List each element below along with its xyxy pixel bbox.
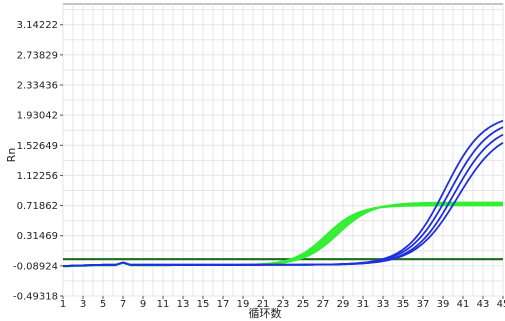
- y-tick-labels: -0.49318 -0.08924 0.31469 0.71862 1.12256 1.5…: [13, 20, 63, 303]
- x-tick-label: 19: [237, 299, 250, 310]
- x-tick-label: 3: [80, 299, 86, 310]
- y-tick-label: 0.31469: [17, 231, 58, 242]
- y-tick-label: -0.49318: [13, 292, 58, 303]
- x-tick-labels: 1 3 5 7 9 11 13 15 17 19 21 23 25 27 29 31 33 35 37 39 41 43 4…: [60, 296, 505, 310]
- x-tick-label: 7: [120, 299, 126, 310]
- x-axis-label: 循环数: [249, 307, 282, 320]
- x-tick-label: 41: [457, 299, 470, 310]
- series-group: [62, 119, 504, 268]
- x-tick-label: 33: [377, 299, 390, 310]
- x-tick-label: 45: [497, 299, 505, 310]
- y-tick-label: 0.71862: [17, 201, 58, 212]
- x-tick-label: 11: [157, 299, 170, 310]
- x-tick-label: 37: [417, 299, 430, 310]
- x-tick-label: 29: [337, 299, 350, 310]
- x-tick-label: 1: [60, 299, 66, 310]
- x-tick-label: 13: [177, 299, 190, 310]
- x-tick-label: 43: [477, 299, 490, 310]
- grid: [62, 4, 504, 297]
- x-tick-label: 21: [257, 299, 270, 310]
- series-line: [62, 141, 504, 267]
- x-tick-label: 5: [100, 299, 106, 310]
- y-tick-label: 1.93042: [17, 111, 58, 122]
- x-tick-label: 31: [357, 299, 370, 310]
- x-tick-label: 15: [197, 299, 210, 310]
- y-tick-label: 2.73829: [17, 50, 58, 61]
- y-tick-label: 1.12256: [17, 171, 58, 182]
- x-tick-label: 27: [317, 299, 330, 310]
- x-tick-label: 39: [437, 299, 450, 310]
- y-tick-label: 2.33436: [17, 81, 58, 92]
- x-tick-label: 35: [397, 299, 410, 310]
- y-tick-label: 1.52649: [17, 141, 58, 152]
- x-tick-label: 17: [217, 299, 230, 310]
- y-axis-label: Rn: [5, 148, 18, 163]
- x-tick-label: 25: [297, 299, 310, 310]
- x-tick-label: 23: [277, 299, 290, 310]
- y-tick-label: -0.08924: [13, 261, 58, 272]
- y-tick-label: 3.14222: [17, 20, 58, 31]
- x-tick-label: 9: [140, 299, 146, 310]
